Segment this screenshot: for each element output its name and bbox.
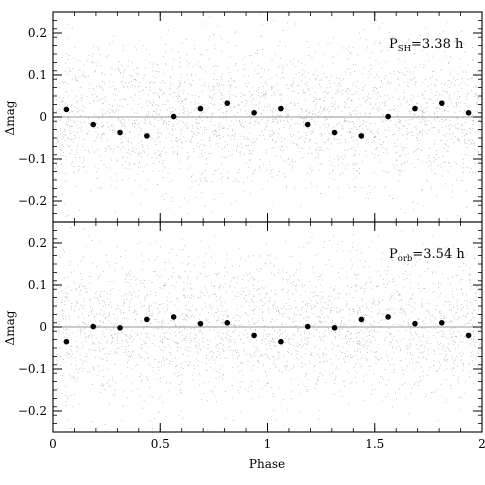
period-annotation-bottom-main: P (389, 247, 398, 262)
mean-point (412, 320, 418, 327)
mean-point (358, 316, 365, 323)
y-tick-label: −0.2 (18, 404, 47, 418)
period-annotation-bottom: Porb=3.54 h (389, 247, 465, 264)
mean-point (170, 314, 177, 320)
mean-point (170, 113, 177, 120)
mean-point (278, 105, 284, 112)
y-axis-title-bottom: Δmag (3, 310, 17, 345)
mean-point (63, 338, 70, 345)
period-annotation-top-rest: =3.38 h (411, 37, 464, 52)
period-annotation-top-sub: SH (398, 44, 411, 54)
x-tick-label: 1.5 (365, 437, 384, 451)
mean-point (412, 105, 418, 112)
mean-point (117, 325, 123, 331)
raw-photometry-scatter (55, 13, 481, 431)
y-tick-label: 0.2 (28, 26, 47, 40)
mean-point (197, 105, 204, 112)
mean-point (251, 332, 257, 339)
y-tick-label: −0.2 (18, 194, 47, 208)
x-axis-title: Phase (249, 457, 285, 471)
mean-point (90, 121, 97, 128)
mean-point (144, 133, 150, 139)
period-annotation-top: PSH=3.38 h (389, 37, 464, 54)
y-tick-label: −0.1 (18, 362, 47, 376)
mean-point (224, 320, 231, 326)
period-annotation-top-main: P (389, 37, 398, 52)
mean-point (465, 332, 472, 339)
y-tick-label: 0.2 (28, 236, 47, 250)
mean-point (63, 106, 70, 113)
raw-data-points (55, 13, 481, 431)
x-tick-label: 0.5 (151, 437, 170, 451)
mean-point (385, 314, 391, 320)
y-tick-label: 0.1 (28, 278, 47, 292)
mean-point (117, 129, 123, 136)
mean-point (438, 100, 445, 106)
y-axis-title-top: Δmag (3, 100, 17, 135)
mean-point (465, 110, 472, 116)
mean-point (224, 100, 231, 106)
y-tick-label: 0 (39, 110, 47, 124)
period-annotation-bottom-rest: =3.54 h (412, 247, 465, 262)
mean-point (278, 338, 284, 345)
period-annotation-bottom-sub: orb (398, 254, 413, 264)
mean-point (358, 133, 365, 139)
y-tick-label: 0.1 (28, 68, 47, 82)
mean-point (331, 129, 338, 136)
x-tick-label: 0 (49, 437, 57, 451)
mean-point (438, 320, 445, 326)
x-tick-label: 1 (264, 437, 272, 451)
mean-point (331, 325, 338, 331)
mean-point (251, 110, 257, 116)
x-tick-label: 2 (478, 437, 485, 451)
mean-point (144, 316, 150, 323)
mean-point (197, 320, 204, 327)
mean-point (90, 323, 97, 330)
mean-point (304, 323, 311, 330)
y-tick-label: 0 (39, 320, 47, 334)
y-tick-label: −0.1 (18, 152, 47, 166)
panel-bottom: 0.2 0.1 0 −0.1 −0.2 0 0.5 1 1.5 2 (18, 221, 485, 451)
mean-point (385, 113, 391, 120)
mean-point (304, 121, 311, 128)
